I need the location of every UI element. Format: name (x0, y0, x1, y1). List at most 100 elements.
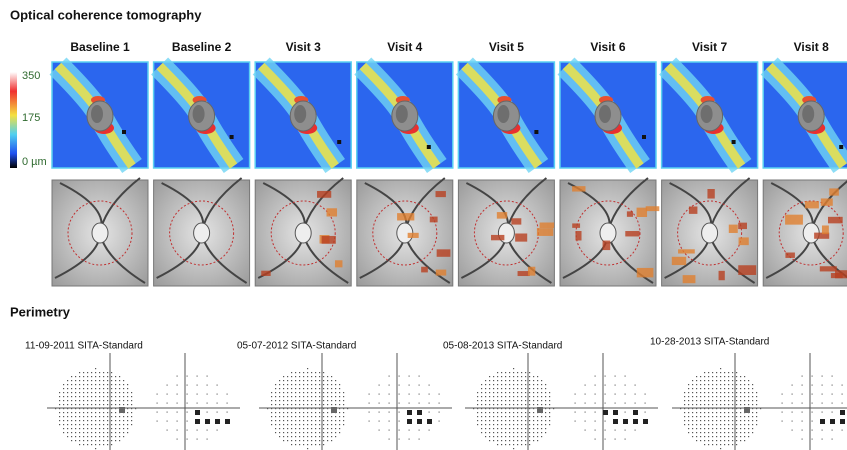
field-dot (493, 424, 494, 425)
field-dot (303, 380, 304, 381)
change-patch (603, 241, 611, 251)
map-mark (534, 130, 538, 134)
deviation-symbol (645, 412, 646, 413)
deviation-symbol (409, 439, 410, 440)
section-title: Perimetry (10, 304, 71, 319)
field-dot (712, 384, 713, 385)
field-dot (533, 424, 534, 425)
blind-spot (744, 407, 750, 413)
deviation-symbol (595, 376, 596, 377)
field-dot (83, 420, 84, 421)
field-dot (67, 412, 68, 413)
field-dot (509, 424, 510, 425)
field-dot (115, 436, 116, 437)
field-dot (537, 436, 538, 437)
field-dot (79, 404, 80, 405)
change-patch (540, 222, 554, 228)
deviation-symbol (615, 394, 616, 395)
deviation-symbol (207, 430, 208, 431)
deviation-symbol (167, 403, 168, 404)
field-dot (700, 428, 701, 429)
field-dot (732, 372, 733, 373)
optic-disc (600, 223, 616, 243)
field-dot (319, 392, 320, 393)
field-dot (87, 424, 88, 425)
optic-cup (802, 105, 814, 123)
field-dot (533, 440, 534, 441)
field-dot (271, 416, 272, 417)
field-dot (99, 420, 100, 421)
field-dot (513, 392, 514, 393)
field-dot (549, 396, 550, 397)
field-dot (103, 388, 104, 389)
deviation-symbol (820, 419, 825, 424)
fundus-image (458, 178, 554, 286)
field-dot (712, 436, 713, 437)
deviation-symbol (197, 439, 198, 440)
deviation-symbol (407, 419, 412, 424)
field-dot (541, 436, 542, 437)
field-dot (83, 444, 84, 445)
field-dot (529, 376, 530, 377)
field-dot (533, 392, 534, 393)
field-dot (111, 432, 112, 433)
field-dot (99, 436, 100, 437)
field-dot (315, 412, 316, 413)
field-dot (91, 388, 92, 389)
change-patch (729, 225, 738, 233)
field-dot (716, 412, 717, 413)
field-dot (279, 432, 280, 433)
field-dot (513, 436, 514, 437)
field-dot (497, 436, 498, 437)
field-dot (323, 400, 324, 401)
map-mark (337, 140, 341, 144)
fundus-image (154, 178, 250, 286)
field-dot (283, 412, 284, 413)
field-dot (303, 428, 304, 429)
field-dot (708, 444, 709, 445)
field-dot (119, 380, 120, 381)
field-dot (295, 392, 296, 393)
field-dot (307, 424, 308, 425)
field-dot (481, 412, 482, 413)
field-dot (748, 432, 749, 433)
field-dot (119, 436, 120, 437)
field-dot (708, 428, 709, 429)
deviation-symbol (822, 439, 823, 440)
field-dot (115, 432, 116, 433)
field-dot (63, 428, 64, 429)
field-dot (107, 432, 108, 433)
field-dot (307, 416, 308, 417)
field-dot (720, 380, 721, 381)
fundus-image (662, 178, 758, 286)
field-dot (477, 392, 478, 393)
field-dot (541, 404, 542, 405)
field-dot (295, 428, 296, 429)
field-dot (477, 412, 478, 413)
field-dot (509, 396, 510, 397)
field-dot (127, 412, 128, 413)
deviation-symbol (389, 376, 390, 377)
field-dot (493, 392, 494, 393)
field-dot (283, 440, 284, 441)
field-dot (91, 416, 92, 417)
deviation-symbol (409, 376, 410, 377)
field-dot (111, 372, 112, 373)
field-dot (83, 372, 84, 373)
field-dot (299, 420, 300, 421)
field-dot (79, 432, 80, 433)
field-dot (724, 440, 725, 441)
field-dot (728, 416, 729, 417)
field-dot (744, 400, 745, 401)
field-dot (303, 372, 304, 373)
field-dot (537, 392, 538, 393)
field-dot (119, 416, 120, 417)
field-dot (732, 440, 733, 441)
field-dot (127, 396, 128, 397)
field-dot (549, 412, 550, 413)
field-dot (501, 376, 502, 377)
field-dot (497, 404, 498, 405)
deviation-symbol (625, 439, 626, 440)
field-dot (95, 428, 96, 429)
field-dot (712, 400, 713, 401)
